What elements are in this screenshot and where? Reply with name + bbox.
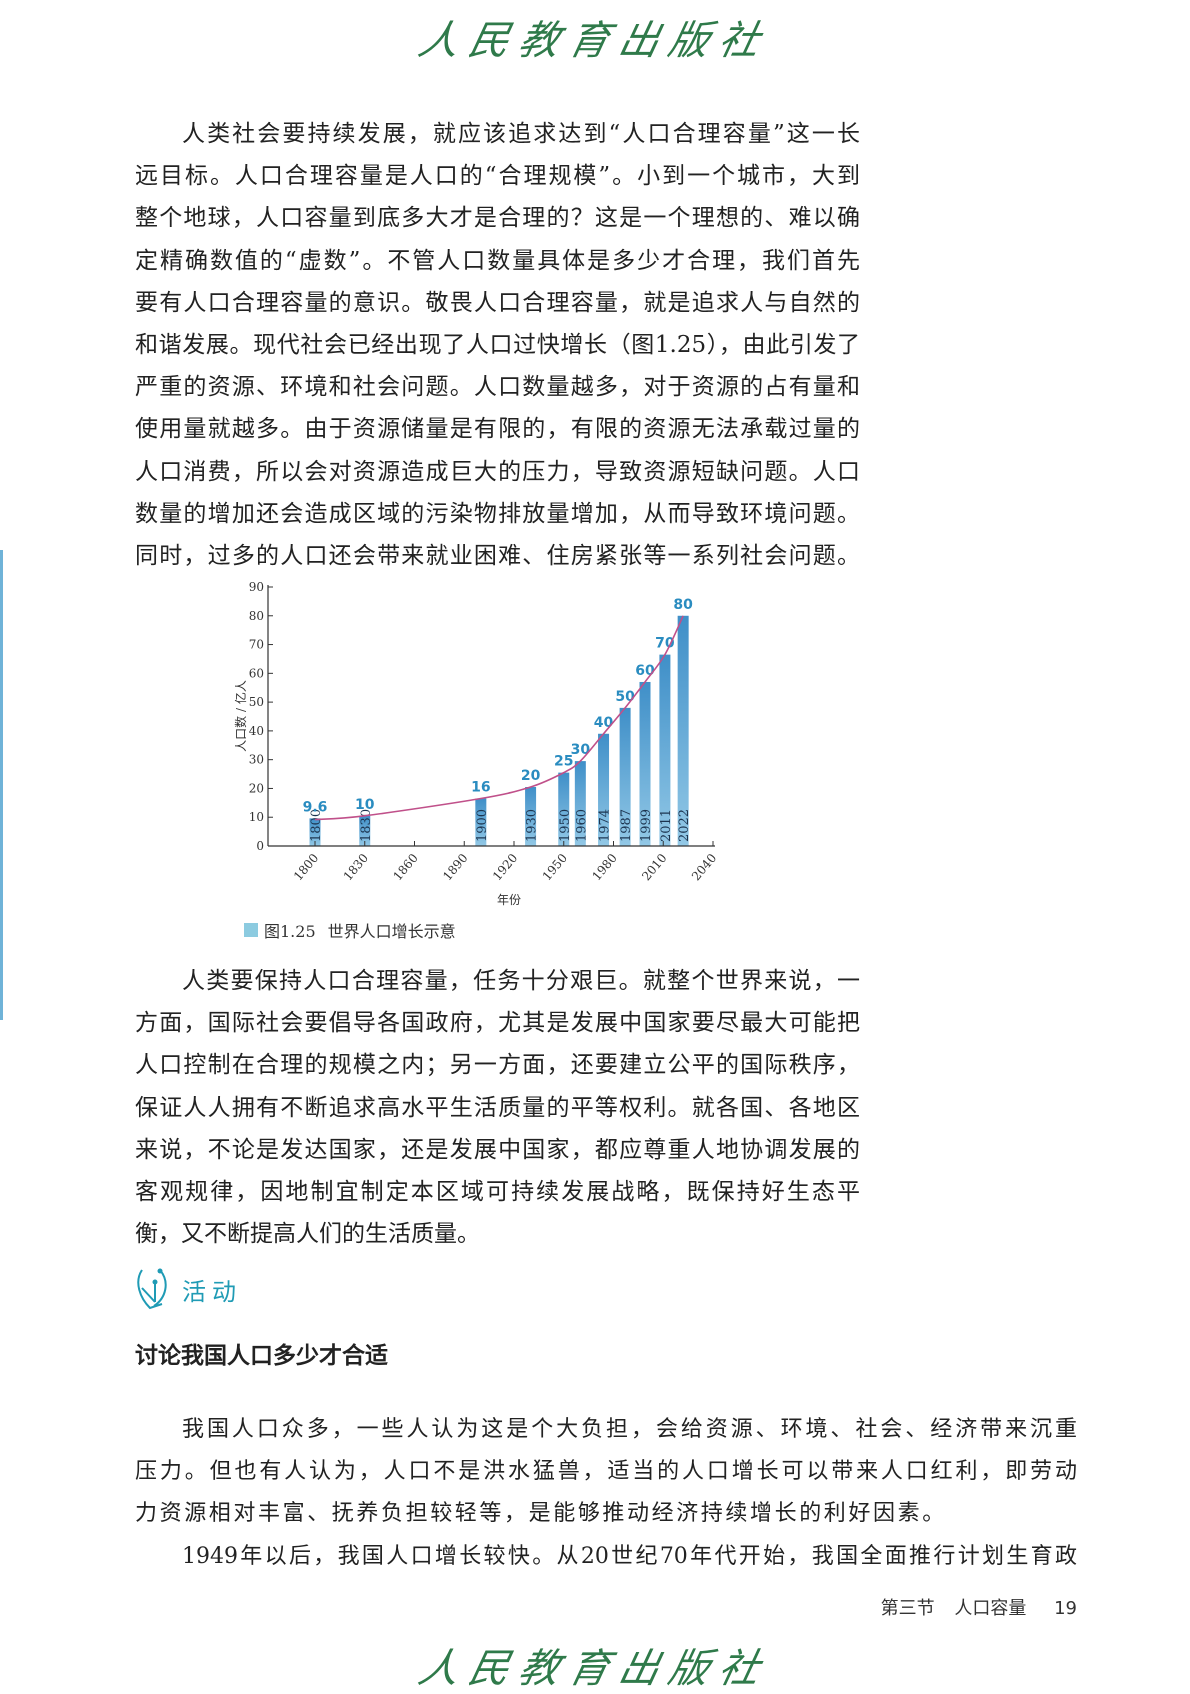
text-line: 客观规律，因地制宜制定本区域可持续发展战略，既保持好生态平	[135, 1179, 860, 1205]
bar-value-label: 50	[615, 689, 635, 705]
y-tick-label: 10	[249, 810, 264, 824]
bar-year-label: 1900	[475, 809, 490, 842]
x-tick-label: 1860	[390, 851, 420, 883]
bar-value-label: 20	[521, 768, 541, 784]
x-tick-label: 2040	[689, 851, 719, 883]
y-tick-label: 80	[249, 609, 264, 623]
y-tick-label: 20	[249, 781, 264, 795]
bar-year-label: 1800	[309, 809, 324, 842]
bar-year-label: 2011	[659, 809, 674, 842]
x-tick-label: 1800	[291, 851, 321, 883]
bar-year-label: 1930	[525, 809, 540, 842]
bar	[659, 654, 671, 846]
page-footer: 第三节 人口容量 19	[867, 1594, 1077, 1620]
text-line: 力资源相对丰富、抚养负担较轻等，是能够推动经济持续增长的利好因素。	[135, 1501, 947, 1527]
bar	[525, 787, 537, 846]
activity-heading: 讨论我国人口多少才合适	[135, 1342, 388, 1369]
x-tick-label: 2010	[639, 851, 669, 883]
y-tick-label: 40	[249, 724, 264, 738]
x-tick-label: 1980	[589, 851, 619, 883]
bar	[677, 615, 689, 846]
y-tick-label: 0	[256, 839, 264, 853]
x-tick-label: 1950	[540, 851, 570, 883]
y-tick-label: 70	[249, 638, 264, 652]
footer-section: 第三节	[880, 1598, 935, 1619]
bar-year-label: 1999	[639, 809, 654, 842]
text-line: 整个地球，人口容量到底多大才是合理的？这是一个理想的、难以确	[135, 205, 860, 232]
bar-value-label: 16	[471, 780, 490, 796]
text-line: 我国人口众多，一些人认为这是个大负担，会给资源、环境、社会、经济带来沉重	[182, 1417, 1077, 1442]
figure-number: 图1.25	[264, 922, 316, 941]
text-line: 人口消费，所以会对资源造成巨大的压力，导致资源短缺问题。人口	[135, 458, 860, 485]
bar-value-label: 9.6	[303, 799, 328, 815]
text-line: 来说，不论是发达国家，还是发展中国家，都应尊重人地协调发展的	[135, 1136, 860, 1163]
text-line: 和谐发展。现代社会已经出现了人口过快增长（图1.25），由此引发了	[135, 332, 860, 358]
bar-value-label: 25	[554, 754, 573, 770]
x-tick-label: 1830	[341, 851, 371, 883]
text-line: 数量的增加还会造成区域的污染物排放量增加，从而导致环境问题。	[135, 500, 860, 527]
text-line: 使用量就越多。由于资源储量是有限的，有限的资源无法承载过量的	[135, 416, 860, 443]
bar-year-label: 1960	[574, 809, 589, 842]
y-tick-label: 90	[249, 580, 264, 594]
trend-curve	[314, 615, 684, 821]
bar-year-label: 2022	[677, 809, 692, 842]
bar	[619, 707, 631, 846]
bar-value-label: 30	[571, 742, 591, 758]
bar-year-label: 1950	[558, 809, 573, 842]
bar-year-label: 1974	[598, 809, 613, 842]
y-tick-label: 60	[249, 666, 264, 680]
footer-title: 人口容量	[954, 1598, 1027, 1619]
edge-strip	[0, 550, 3, 1020]
bar-year-label: 1987	[619, 809, 634, 842]
y-tick-label: 50	[249, 695, 264, 709]
x-axis-label: 年份	[497, 893, 521, 907]
bar	[309, 818, 321, 846]
text-line: 方面，国际社会要倡导各国政府，尤其是发展中国家要尽最大可能把	[135, 1010, 860, 1037]
bar-value-label: 60	[635, 663, 655, 679]
bar	[475, 798, 487, 846]
page-number: 19	[1054, 1598, 1077, 1619]
text-line: 严重的资源、环境和社会问题。人口数量越多，对于资源的占有量和	[135, 374, 860, 401]
bar-value-label: 70	[655, 636, 675, 652]
text-line: 保证人人拥有不断追求高水平生活质量的平等权利。就各国、各地区	[135, 1094, 860, 1121]
text-line: 人类社会要持续发展，就应该追求达到“人口合理容量”这一长	[182, 121, 860, 147]
activity-section: 活动	[136, 1268, 242, 1310]
x-tick-label: 1890	[440, 851, 470, 883]
text-line: 衡，又不断提高人们的生活质量。	[135, 1221, 480, 1248]
text-line: 远目标。人口合理容量是人口的“合理规模”。小到一个城市，大到	[135, 163, 860, 190]
bar-value-label: 40	[594, 715, 614, 731]
figure-caption: 图1.25 世界人口增长示意	[244, 918, 456, 942]
text-line: 要有人口合理容量的意识。敬畏人口合理容量，就是追求人与自然的	[135, 289, 860, 316]
text-line: 同时，过多的人口还会带来就业困难、住房紧张等一系列社会问题。	[135, 543, 860, 569]
figure-title: 世界人口增长示意	[327, 922, 456, 941]
activity-label: 活动	[182, 1277, 242, 1306]
text-line: 人类要保持人口合理容量，任务十分艰巨。就整个世界来说，一	[182, 968, 860, 994]
publisher-logo-bottom: 人民教育出版社	[414, 1646, 775, 1692]
population-chart: 18009.6183010190016193020195025196030197…	[233, 580, 719, 907]
text-line: 定精确数值的“虚数”。不管人口数量具体是多少才合理，我们首先	[135, 247, 860, 274]
bar-value-label: 80	[673, 597, 693, 613]
y-tick-label: 30	[249, 753, 264, 767]
activity-leaf-icon	[137, 1268, 167, 1310]
text-line: 1949年以后，我国人口增长较快。从20世纪70年代开始，我国全面推行计划生育政	[182, 1543, 1077, 1569]
bar	[598, 733, 610, 846]
x-tick-label: 1920	[490, 851, 520, 883]
text-line: 压力。但也有人认为，人口不是洪水猛兽，适当的人口增长可以带来人口红利，即劳动	[135, 1459, 1077, 1485]
y-axis-label: 人口数 / 亿人	[233, 680, 248, 752]
bar	[574, 761, 586, 846]
bar	[558, 772, 570, 846]
bar	[359, 815, 371, 846]
bar-value-label: 10	[355, 797, 375, 813]
text-line: 人口控制在合理的规模之内；另一方面，还要建立公平的国际秩序，	[135, 1052, 860, 1079]
caption-square-icon	[244, 923, 258, 937]
bar	[639, 681, 651, 846]
bar-year-label: 1830	[359, 809, 374, 842]
